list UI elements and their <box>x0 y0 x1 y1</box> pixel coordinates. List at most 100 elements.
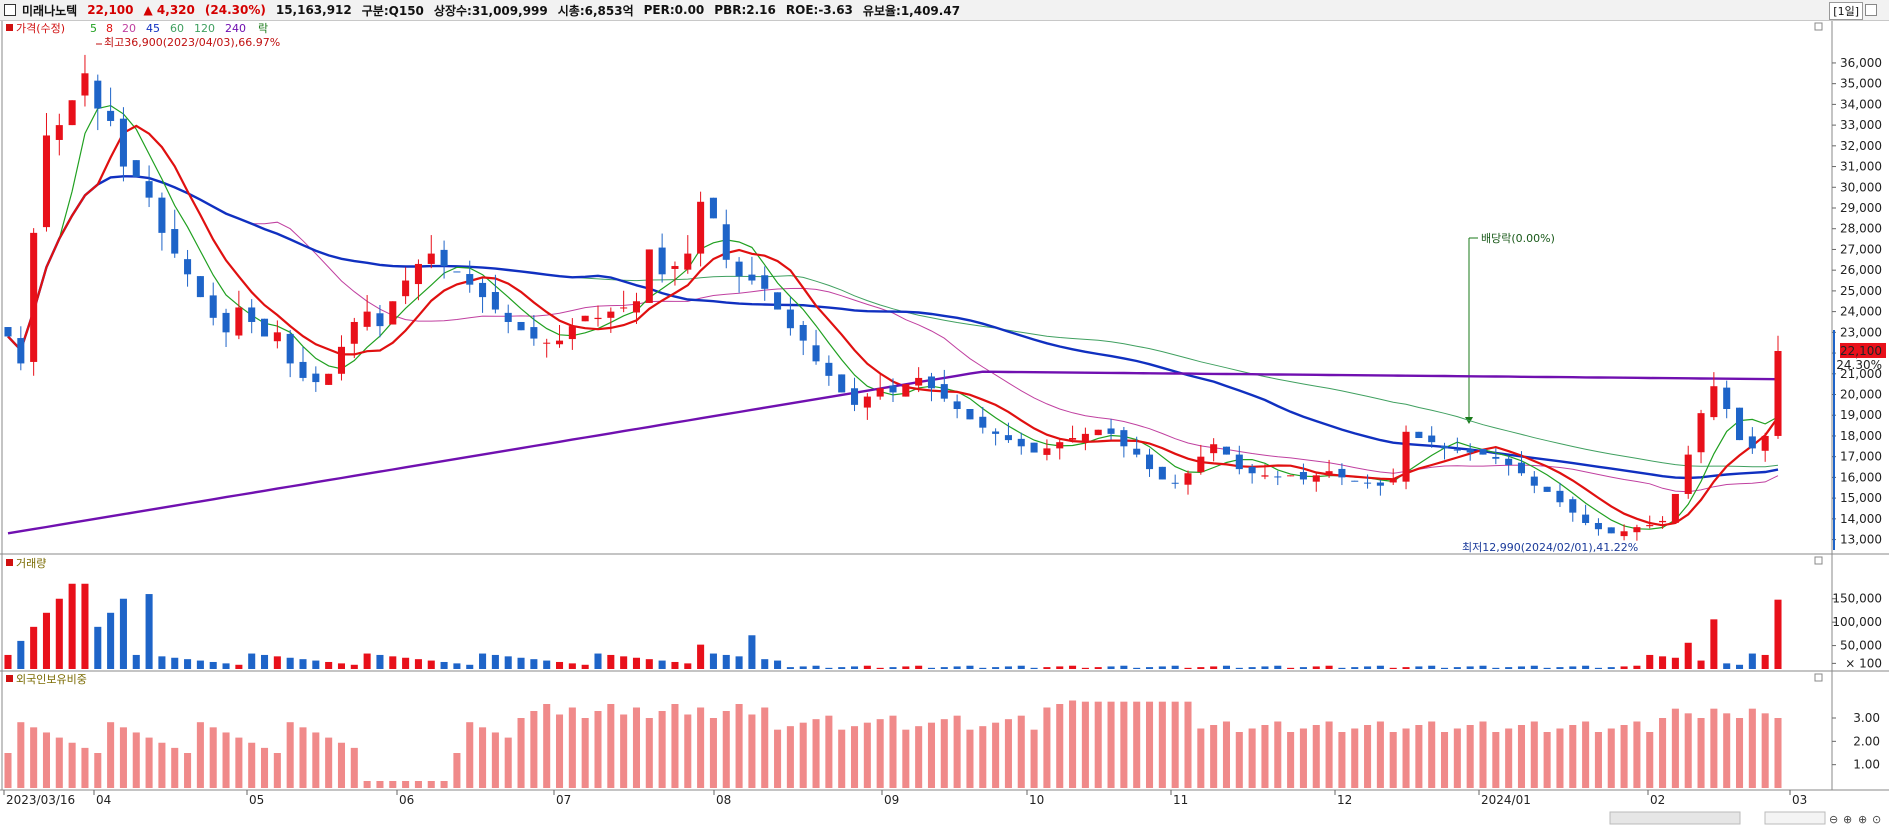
foreign-bar <box>1004 719 1012 788</box>
price-tick-label: 16,000 <box>1840 470 1882 484</box>
panel-close-icon[interactable] <box>1814 673 1823 682</box>
scrollbar-thumb[interactable] <box>1609 811 1741 825</box>
volume-bar <box>709 653 717 669</box>
low-annotation: 최저12,990(2024/02/01),41.22% <box>1462 541 1638 554</box>
candle <box>132 160 140 177</box>
foreign-bar <box>568 707 576 788</box>
foreign-bar <box>1594 732 1602 788</box>
legend-price: 가격(수정) <box>16 22 65 35</box>
price-tick-label: 17,000 <box>1840 450 1882 464</box>
foreign-bar <box>273 753 281 788</box>
candle <box>620 307 628 309</box>
volume-bar <box>1056 666 1064 669</box>
zoom-out-icon[interactable]: ⊖ <box>1829 813 1838 826</box>
foreign-bar <box>748 714 756 788</box>
volume-bar <box>1133 667 1141 669</box>
volume-bar <box>1492 667 1500 669</box>
price-tick-label: 35,000 <box>1840 77 1882 91</box>
candle <box>850 388 859 405</box>
candle <box>568 326 576 340</box>
candle <box>1415 431 1423 439</box>
minimize-icon[interactable] <box>1865 4 1877 16</box>
zoom-reset-icon[interactable]: ⊕ <box>1858 813 1867 826</box>
foreign-bar <box>1094 701 1102 788</box>
foreign-bar <box>376 781 384 788</box>
foreign-bar <box>171 747 179 788</box>
foreign-bar <box>107 722 115 788</box>
foreign-bar <box>1774 718 1782 788</box>
last-price-label: 22,100 <box>1840 344 1882 358</box>
panel-close-icon[interactable] <box>1814 22 1823 31</box>
volume-bar <box>812 665 820 669</box>
candle <box>530 327 538 339</box>
candle <box>1620 531 1628 537</box>
candle <box>889 385 897 393</box>
volume-bar <box>1376 665 1384 669</box>
checkbox-icon[interactable] <box>4 4 16 16</box>
fit-icon[interactable]: ⊙ <box>1872 813 1881 826</box>
price-tick-label: 33,000 <box>1840 118 1882 132</box>
candle <box>1402 431 1410 482</box>
volume-bar <box>645 659 653 669</box>
candle <box>55 125 63 140</box>
foreign-bar <box>260 747 269 788</box>
foreign-bar <box>132 732 140 788</box>
price-tick-label: 20,000 <box>1840 388 1882 402</box>
candle <box>1479 448 1487 455</box>
zoom-slider[interactable] <box>1764 811 1826 825</box>
legend-ma8: 8 <box>106 22 113 35</box>
candle <box>1171 482 1179 484</box>
candle <box>1594 522 1602 530</box>
volume-bar <box>42 612 51 669</box>
foreign-bar <box>1671 708 1679 788</box>
volume-bar <box>1684 642 1692 669</box>
candle <box>1210 444 1218 454</box>
zoom-in-icon[interactable]: ⊕ <box>1843 813 1852 826</box>
candle <box>1364 482 1372 484</box>
candle <box>466 274 474 285</box>
volume-bar <box>312 660 320 669</box>
candle <box>312 373 320 383</box>
volume-bar <box>1479 665 1487 669</box>
candle <box>1158 466 1166 480</box>
candle <box>543 342 551 344</box>
foreign-bar <box>1364 725 1372 788</box>
candle <box>1735 407 1744 441</box>
volume-bar <box>684 663 692 669</box>
period-selector[interactable]: [1일] <box>1829 2 1863 20</box>
candle <box>479 282 487 298</box>
volume-bar <box>337 663 346 669</box>
candle <box>684 253 692 270</box>
panel-close-icon[interactable] <box>1814 556 1823 565</box>
foreign-bar <box>81 747 89 788</box>
date-tick-label: 03 <box>1792 793 1807 807</box>
volume-bar <box>1017 665 1025 669</box>
volume-bar <box>697 644 705 669</box>
volume-bar <box>402 657 410 669</box>
candle <box>915 377 923 386</box>
candle <box>273 332 281 342</box>
price-tick-label: 34,000 <box>1840 97 1882 111</box>
foreign-bar <box>1107 701 1115 788</box>
foreign-bar <box>1299 728 1307 788</box>
foreign-bar <box>1466 725 1474 788</box>
candle <box>735 261 743 277</box>
candle <box>581 315 589 322</box>
legend-ma120: 120 <box>194 22 215 35</box>
foreign-bar <box>1569 725 1577 788</box>
foreign-bar <box>1697 718 1705 788</box>
volume-bar <box>299 659 307 669</box>
candle <box>1325 471 1333 476</box>
volume-bar <box>1774 599 1782 669</box>
foreign-bar <box>1030 729 1038 788</box>
foreign-bar <box>1235 732 1243 788</box>
volume-bar <box>530 659 538 669</box>
price-tick-label: 32,000 <box>1840 139 1882 153</box>
volume-bar <box>902 666 910 669</box>
date-tick-label: 11 <box>1173 793 1188 807</box>
volume-bar <box>581 664 589 669</box>
volume-bar <box>1248 667 1256 669</box>
candle <box>337 346 346 374</box>
volume-bar <box>145 594 153 669</box>
volume-bar <box>671 661 679 669</box>
